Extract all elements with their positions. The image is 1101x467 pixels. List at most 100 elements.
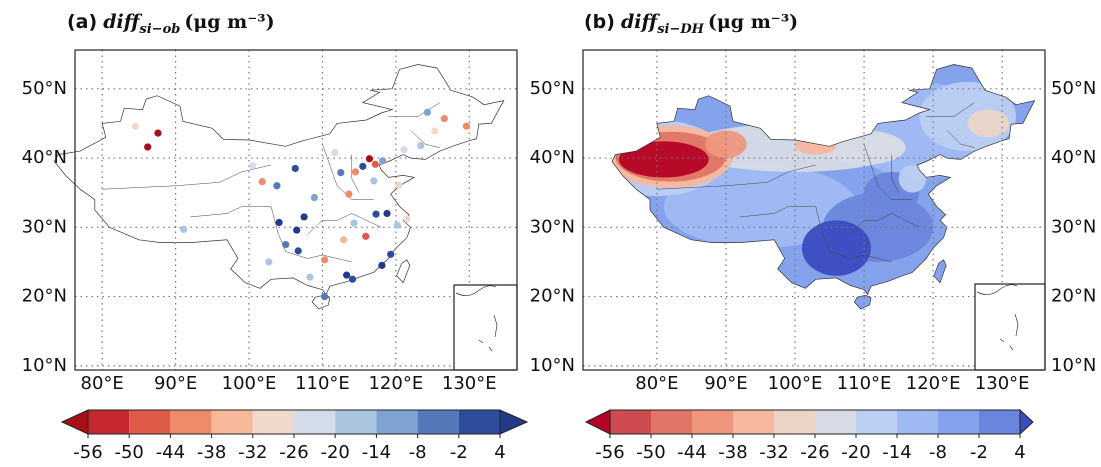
station-point — [351, 168, 360, 176]
subscript: si−DH — [657, 22, 704, 37]
colorbar-tick-label: -2 — [450, 442, 468, 463]
station-point — [378, 261, 386, 270]
station-point — [379, 157, 387, 165]
colorbar-tick-label: -50 — [636, 442, 665, 463]
station-point — [383, 209, 391, 218]
colorbar-tick-label: -20 — [320, 442, 349, 463]
province-border — [815, 206, 892, 263]
colorbar-tick-label: -8 — [929, 442, 947, 463]
station-point — [306, 273, 314, 281]
lat-tick-label: 40°N — [22, 147, 67, 168]
colorbar-segment — [692, 410, 733, 434]
province-border — [946, 130, 975, 148]
variable: diff — [103, 11, 143, 33]
colorbar-segment — [252, 410, 294, 434]
station-point — [275, 218, 283, 227]
station-point — [300, 213, 308, 221]
lon-tick-label: 110°E — [295, 373, 350, 394]
lon-tick-label: 90°E — [154, 373, 197, 394]
lat-tick-label: 30°N — [22, 216, 67, 237]
lat-tick-label: 20°N — [22, 286, 67, 307]
panel-title: (b) diffsi−DH (μg m⁻³) — [584, 11, 798, 37]
station-point — [293, 226, 301, 234]
station-point — [154, 129, 162, 137]
contour-region — [801, 220, 871, 276]
colorbar-segment — [774, 410, 815, 434]
colorbar-tick-label: -44 — [156, 442, 185, 463]
province-border — [388, 102, 441, 117]
province-border — [739, 206, 816, 218]
province-border — [863, 144, 913, 200]
colorbar-segment — [376, 410, 418, 434]
province-border — [656, 164, 816, 190]
station-point — [131, 122, 139, 130]
colorbar-over — [1019, 408, 1034, 436]
province-border — [351, 154, 360, 193]
station-point — [282, 241, 290, 249]
colorbar-segment — [610, 410, 651, 434]
colorbar-tick-label: -8 — [409, 442, 427, 463]
colorbar-segment — [129, 410, 171, 434]
country-outline — [611, 64, 1036, 310]
station-point — [393, 221, 401, 229]
inset-box — [453, 284, 518, 371]
colorbar-tick-label: -20 — [841, 442, 870, 463]
station-point — [362, 232, 370, 240]
colorbar-segment — [417, 410, 459, 434]
station-point — [372, 210, 380, 218]
colorbar-segment — [651, 410, 692, 434]
station-point — [359, 162, 367, 170]
colorbar-segment — [211, 410, 253, 434]
lon-tick-label: 80°E — [81, 373, 124, 394]
lon-tick-label: 130°E — [442, 373, 497, 394]
frame — [582, 49, 1046, 371]
colorbar-tick-label: -14 — [882, 442, 911, 463]
station-point — [370, 177, 378, 185]
province-border — [926, 102, 975, 117]
province-border — [190, 206, 272, 218]
station-point — [462, 122, 470, 130]
lon-tick-label: 110°E — [837, 373, 892, 394]
colorbar-segment — [294, 410, 336, 434]
station-point — [294, 247, 302, 255]
station-point — [403, 215, 411, 223]
province-border — [270, 206, 352, 263]
inset-coast — [455, 285, 498, 352]
colorbar-under — [60, 409, 89, 435]
map-panel: (b) diffsi−DH (μg m⁻³) 80°E 90°E 100°E 110°E 12… — [530, 11, 1097, 463]
lat-tick-label: 30°N — [1051, 216, 1096, 237]
colorbar-tick-label: -2 — [970, 442, 988, 463]
station-point — [348, 275, 357, 283]
unit: (μg m⁻³) — [184, 11, 274, 33]
panel-label: (a) — [67, 11, 97, 33]
province-border — [102, 164, 272, 190]
colorbar-tick-label: -38 — [718, 442, 747, 463]
inset-coast — [976, 284, 1019, 351]
colorbar-tick-label: -26 — [800, 442, 829, 463]
colorbar-segment — [335, 410, 377, 434]
station-point — [431, 127, 439, 135]
station-point — [387, 250, 395, 258]
unit: (μg m⁻³) — [708, 11, 798, 33]
province-border — [307, 213, 382, 235]
lon-tick-label: 120°E — [368, 373, 423, 394]
station-point — [440, 114, 448, 123]
colorbar-tick-label: -56 — [73, 442, 102, 463]
contour-region — [618, 141, 709, 178]
province-border — [891, 154, 899, 193]
lat-tick-label: 20°N — [1051, 286, 1096, 307]
map-panel: (a) diffsi−ob (μg m⁻³) 80°E 90°E 100°E 110°E 12… — [22, 11, 529, 463]
station-point — [249, 162, 257, 170]
colorbar-segment — [458, 410, 500, 434]
colorbar-segment — [856, 410, 897, 434]
lon-tick-label: 100°E — [222, 373, 277, 394]
lon-tick-label: 80°E — [635, 373, 678, 394]
lat-tick-label: 10°N — [530, 355, 575, 376]
lat-tick-label: 10°N — [22, 355, 67, 376]
subscript: si−ob — [139, 22, 180, 37]
colorbar-segment — [979, 410, 1020, 434]
colorbar-segment — [938, 410, 979, 434]
colorbar-segment — [88, 410, 130, 434]
station-point — [345, 190, 353, 198]
